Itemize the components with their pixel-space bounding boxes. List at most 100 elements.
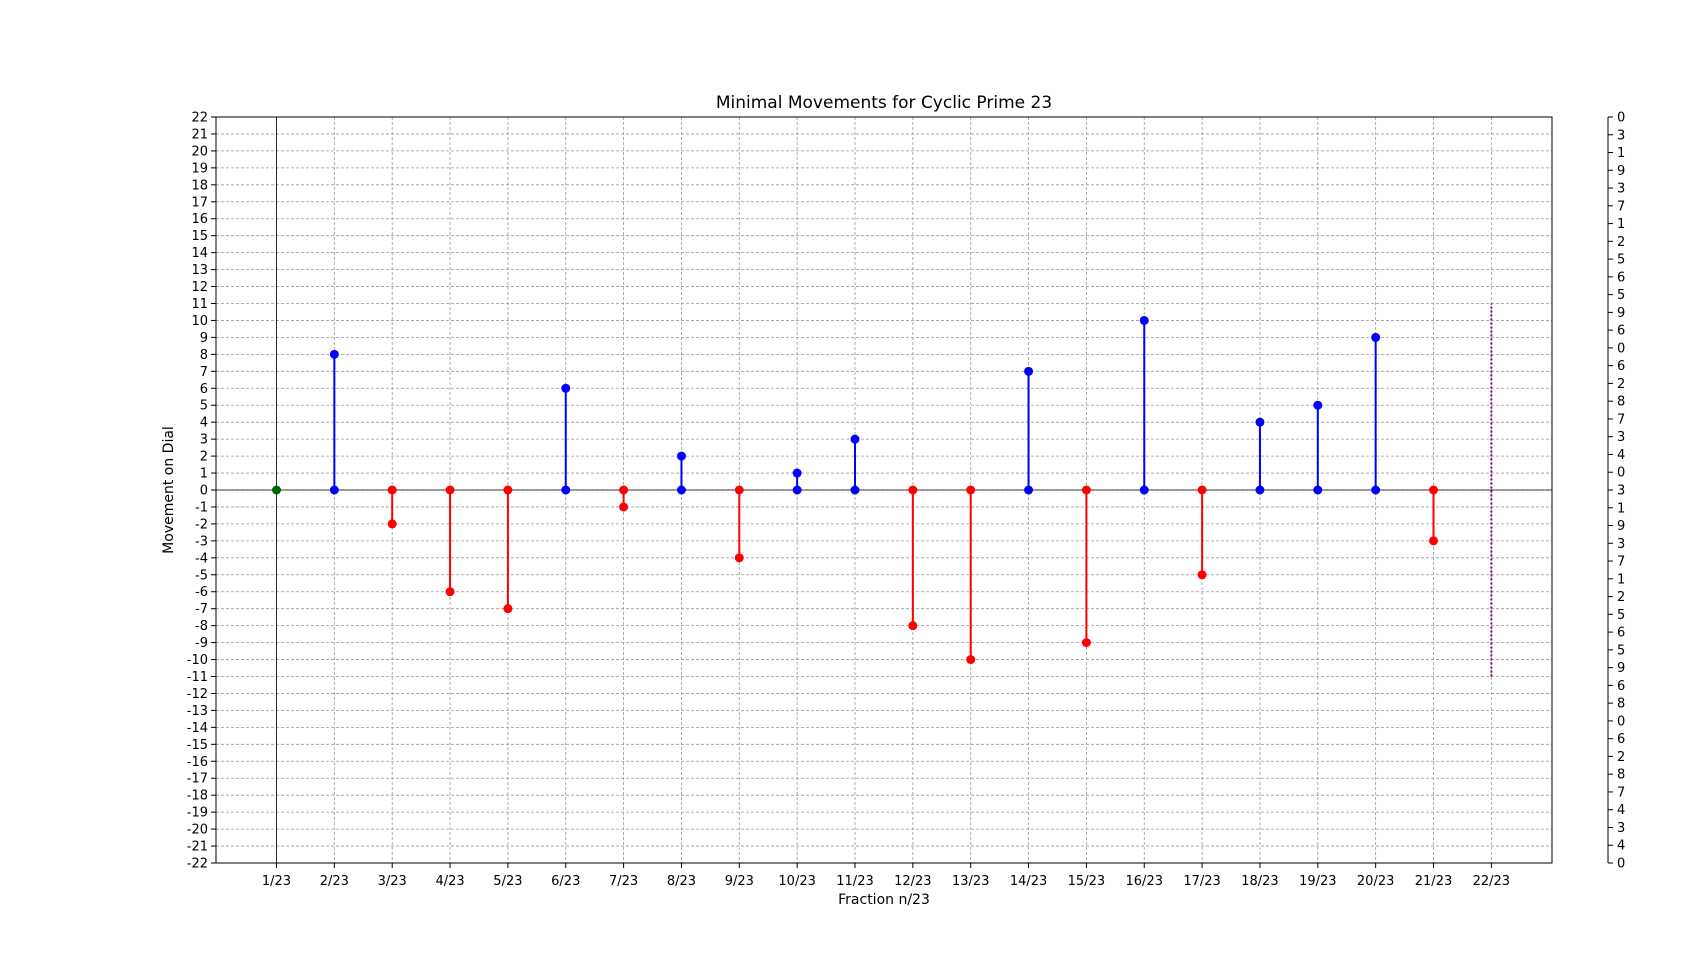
stem-tip-point: [503, 604, 513, 614]
y-tick-label: 0: [200, 484, 208, 499]
y-tick-label: -7: [195, 602, 208, 617]
y-tick-label: 14: [191, 246, 208, 261]
y-tick-label: -10: [187, 653, 208, 668]
y-tick-label: -20: [187, 823, 208, 838]
right-y-tick-label: 8: [1617, 395, 1625, 410]
y-tick-label: -16: [187, 755, 208, 770]
stem-tip-point: [850, 434, 860, 444]
right-y-tick-label: 6: [1617, 626, 1625, 641]
y-tick-label: -22: [187, 857, 208, 872]
y-tick-label: 18: [191, 178, 208, 193]
stem-tip-point: [1313, 400, 1323, 410]
x-tick-label: 1/23: [262, 874, 291, 889]
stem-base-point: [1197, 485, 1207, 495]
stem-tip-point: [561, 383, 571, 393]
plot-frame: [215, 116, 1553, 864]
stem-tip-point: [1081, 638, 1091, 648]
x-tick-label: 11/23: [836, 874, 873, 889]
stem-base-point: [387, 485, 397, 495]
y-tick-label: -13: [187, 704, 208, 719]
stem-base-point: [1081, 485, 1091, 495]
right-y-tick-label: 0: [1617, 466, 1625, 481]
stem-base-point: [1024, 485, 1034, 495]
right-y-tick-label: 7: [1617, 199, 1625, 214]
right-y-tick-label: 0: [1617, 111, 1625, 126]
stem-base-point: [445, 485, 455, 495]
right-y-tick-label: 9: [1617, 661, 1625, 676]
y-tick-label: 15: [191, 229, 208, 244]
x-tick-label: 7/23: [609, 874, 638, 889]
x-axis-label: Fraction n/23: [838, 892, 930, 908]
right-y-tick-label: 0: [1617, 857, 1625, 872]
y-tick-label: -15: [187, 738, 208, 753]
y-tick-label: -5: [195, 568, 208, 583]
right-y-tick-label: 8: [1617, 697, 1625, 712]
stem-tip-point: [619, 502, 629, 512]
y-tick-label: 4: [200, 416, 208, 431]
y-tick-label: 21: [191, 127, 208, 142]
y-tick-label: -21: [187, 840, 208, 855]
right-y-tick-label: 3: [1617, 537, 1625, 552]
right-y-tick-label: 0: [1617, 341, 1625, 356]
x-tick-label: 15/23: [1068, 874, 1105, 889]
stem-base-point: [792, 485, 802, 495]
right-y-tick-label: 5: [1617, 253, 1625, 268]
right-y-tick-label: 9: [1617, 519, 1625, 534]
stem-base-point: [1255, 485, 1265, 495]
stem-tip-point: [734, 553, 744, 563]
x-tick-label: 4/23: [435, 874, 464, 889]
y-tick-label: 16: [191, 212, 208, 227]
x-tick-label: 5/23: [493, 874, 522, 889]
stem-tip-point: [792, 468, 802, 478]
right-y-tick-label: 5: [1617, 608, 1625, 623]
x-tick-label: 13/23: [952, 874, 989, 889]
y-tick-label: -19: [187, 806, 208, 821]
x-tick-label: 6/23: [551, 874, 580, 889]
y-tick-label: 3: [200, 433, 208, 448]
right-y-tick-label: 3: [1617, 430, 1625, 445]
right-y-tick-label: 1: [1617, 501, 1625, 516]
stem-tip-point: [1139, 315, 1149, 325]
right-y-tick-label: 6: [1617, 359, 1625, 374]
axes: [211, 116, 1613, 868]
right-y-tick-label: 5: [1617, 288, 1625, 303]
stem-tip-point: [387, 519, 397, 529]
x-tick-label: 22/23: [1473, 874, 1510, 889]
y-tick-label: 2: [200, 450, 208, 465]
y-tick-label: 17: [191, 195, 208, 210]
stem-base-point: [966, 485, 976, 495]
stem-base-point: [503, 485, 513, 495]
x-tick-label: 17/23: [1183, 874, 1220, 889]
x-tick-label: 14/23: [1010, 874, 1047, 889]
right-y-tick-label: 3: [1617, 484, 1625, 499]
stem-base-point: [676, 485, 686, 495]
stem-base-point: [734, 485, 744, 495]
right-y-tick-label: 2: [1617, 235, 1625, 250]
y-tick-label: -6: [195, 585, 208, 600]
stem-base-point: [850, 485, 860, 495]
y-tick-label: -8: [195, 619, 208, 634]
stem-base-point: [1429, 485, 1438, 495]
x-tick-label: 10/23: [778, 874, 815, 889]
y-tick-label: 8: [200, 348, 208, 363]
y-tick-label: 6: [200, 382, 208, 397]
right-y-tick-label: 9: [1617, 306, 1625, 321]
right-y-tick-label: 4: [1617, 448, 1625, 463]
y-tick-label: 13: [191, 263, 208, 278]
y-tick-label: -18: [187, 789, 208, 804]
right-y-tick-label: 6: [1617, 270, 1625, 285]
stem-base-point: [1371, 485, 1381, 495]
y-tick-label: -9: [195, 636, 208, 651]
x-tick-label: 20/23: [1357, 874, 1394, 889]
x-tick-label: 8/23: [667, 874, 696, 889]
y-tick-label: 12: [191, 280, 208, 295]
y-axis-label: Movement on Dial: [161, 426, 177, 554]
right-y-tick-label: 1: [1617, 146, 1625, 161]
stem-base-point: [561, 485, 571, 495]
right-y-tick-label: 2: [1617, 750, 1625, 765]
x-tick-label: 16/23: [1126, 874, 1163, 889]
y-tick-label: -14: [187, 721, 208, 736]
y-tick-label: -17: [187, 772, 208, 787]
right-y-tick-label: 6: [1617, 324, 1625, 339]
